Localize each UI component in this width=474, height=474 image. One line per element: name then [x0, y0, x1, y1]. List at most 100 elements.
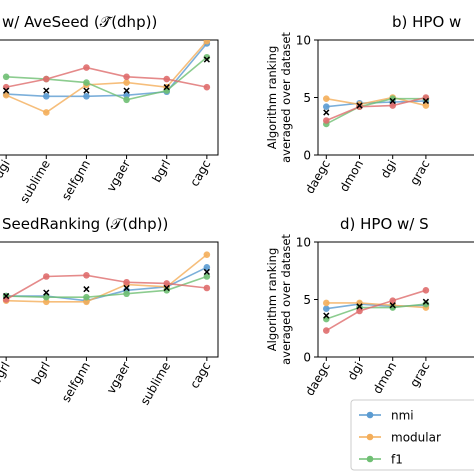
y-tick-label: 10 [296, 236, 311, 250]
data-point-fourth [83, 64, 90, 71]
x-tick-label: grac [407, 158, 432, 188]
x-tick-label: cagc [187, 158, 213, 189]
axes-frame [0, 241, 219, 358]
data-point-avg [203, 268, 210, 276]
legend-label: nmi [391, 409, 414, 423]
data-point-f1 [323, 315, 330, 323]
chart-title: SeedRanking (𝒯(dhp)) [2, 215, 168, 233]
data-point-nmi [323, 103, 330, 110]
data-point-fourth [422, 94, 430, 101]
x-tick-label: bgrl [149, 158, 173, 185]
data-point-fourth [203, 83, 211, 91]
data-point-avg [389, 97, 396, 105]
series-line-modularity [5, 40, 208, 114]
legend-label: f1 [391, 453, 403, 467]
data-point-fourth [2, 83, 10, 91]
data-point-fourth [389, 297, 397, 304]
data-point-f1 [42, 293, 50, 301]
x-tick-label: selfgnn [59, 158, 93, 203]
legend: nmi modular f1 [350, 399, 474, 471]
data-point-f1 [163, 87, 171, 94]
series-line-fourth [5, 274, 207, 301]
series-group [323, 94, 430, 128]
data-point-avg [3, 292, 10, 300]
data-point-modularity [123, 79, 130, 86]
data-point-f1 [123, 290, 130, 298]
y-tick-label: 5 [303, 293, 311, 307]
data-point-fourth [2, 296, 10, 303]
x-tick-label: daegc [302, 158, 332, 197]
x-tick-label: vgaer [104, 157, 133, 194]
panel-a: w/ AveSeed (𝒯̂(dhp)) dgi sublime selfgnn vga… [0, 13, 219, 206]
data-point-avg [123, 87, 130, 94]
data-point-modularity [42, 109, 50, 116]
data-point-modularity [2, 91, 10, 99]
series-line-f1 [325, 97, 426, 125]
series-line-nmi [6, 42, 208, 98]
x-tick-label: daegc [302, 360, 332, 399]
x-tick-label: sublime [138, 360, 174, 408]
x-tick-label: selfgnn [59, 360, 93, 405]
data-point-avg [123, 284, 130, 292]
x-tick-label: dgi [345, 360, 366, 383]
legend-label: modular [391, 431, 441, 445]
data-point-avg [203, 56, 210, 63]
data-point-nmi [203, 264, 211, 271]
data-point-avg [163, 84, 170, 91]
data-point-avg [43, 87, 50, 94]
y-axis-label: Algorithm rankingaveraged over dataset [265, 32, 293, 163]
series-group [2, 40, 211, 116]
legend-marker [366, 433, 374, 441]
data-point-fourth [203, 284, 211, 292]
series-group [2, 251, 211, 306]
chart-title: d) HPO w/ S [340, 215, 429, 233]
y-tick-label: 10 [296, 34, 311, 48]
x-tick-label: vgaer [104, 359, 133, 396]
data-point-avg [163, 284, 170, 292]
data-point-nmi [42, 93, 50, 100]
data-point-fourth [42, 273, 50, 280]
data-point-f1 [203, 273, 211, 280]
data-point-fourth [123, 278, 130, 286]
data-point-nmi [123, 91, 130, 99]
data-point-fourth [163, 75, 171, 83]
data-point-fourth [422, 287, 430, 294]
data-point-fourth [83, 272, 90, 279]
data-point-fourth [356, 103, 363, 110]
x-tick-label: dmon [337, 158, 366, 195]
data-point-nmi [83, 93, 90, 100]
y-tick-label: 0 [303, 149, 311, 163]
y-tick-label: 5 [303, 91, 311, 105]
data-point-avg [422, 298, 430, 305]
data-point-fourth [389, 102, 397, 109]
x-tick-label: cagc [187, 360, 213, 391]
data-point-fourth [163, 280, 171, 287]
series-line-fourth [325, 289, 427, 332]
x-tick-label: grac [407, 360, 432, 390]
series-line-modularity [6, 254, 208, 303]
x-tick-label: bgrl [29, 360, 53, 387]
series-line-fourth [325, 96, 427, 122]
data-point-avg [356, 303, 363, 310]
data-point-avg [83, 286, 90, 293]
data-point-f1 [83, 79, 90, 86]
x-tick-label: dgi [0, 158, 13, 181]
data-point-avg [43, 289, 50, 296]
series-group [323, 287, 430, 334]
data-point-avg [323, 312, 330, 319]
x-tick-label: sublime [17, 158, 53, 206]
x-tick-label: vgrl [0, 360, 13, 387]
data-point-modularity [422, 102, 430, 109]
data-point-modularity [203, 40, 211, 45]
data-point-modularity [203, 251, 211, 258]
data-point-avg [356, 102, 363, 109]
legend-marker [366, 411, 374, 419]
data-point-f1 [83, 293, 90, 301]
data-point-f1 [2, 73, 10, 81]
data-point-fourth [323, 117, 330, 124]
data-point-fourth [123, 73, 130, 81]
data-point-avg [3, 87, 10, 94]
chart-title: b) HPO w [392, 13, 461, 31]
data-point-f1 [123, 96, 130, 104]
